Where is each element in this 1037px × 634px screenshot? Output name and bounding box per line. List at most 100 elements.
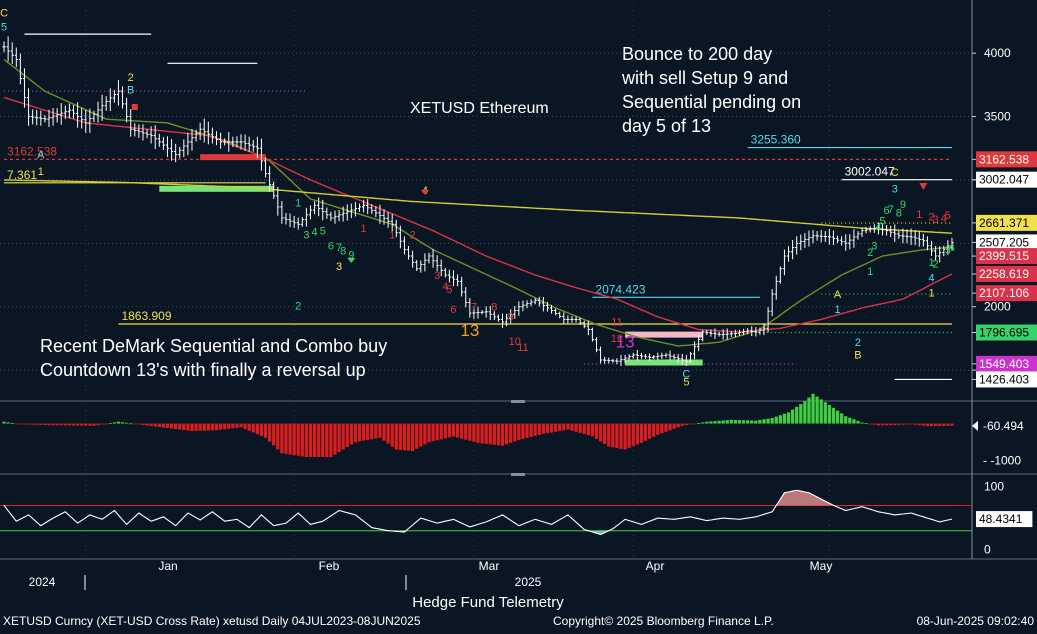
oscillator-bar: [525, 423, 529, 438]
oscillator-bar: [88, 423, 92, 426]
setup-band: [625, 359, 703, 366]
oscillator-bar: [390, 423, 394, 447]
oscillator-bar: [47, 423, 51, 426]
level-label: 1863.909: [121, 309, 171, 323]
oscillator-panel: [2, 393, 954, 457]
price-badge: 2107.106: [979, 286, 1029, 300]
oscillator-bar: [325, 423, 329, 457]
rsi-current-box: [976, 511, 1033, 528]
demark-count: 13: [460, 321, 479, 340]
oscillator-bar: [701, 422, 705, 424]
oscillator-bar: [455, 423, 460, 438]
oscillator-bar: [337, 423, 341, 453]
setup-bands: [159, 154, 703, 366]
price-badge: 1796.695: [979, 325, 1029, 339]
oscillator-bar: [116, 421, 121, 424]
oscillator-bar: [374, 423, 378, 439]
oscillator-bar: [145, 423, 149, 426]
oscillator-bar: [284, 423, 288, 454]
buy-arrow: [347, 258, 356, 263]
oscillator-bar: [647, 423, 652, 439]
oscillator-bar: [635, 423, 639, 445]
oscillator-bar: [484, 423, 488, 444]
oscillator-bar: [705, 421, 709, 424]
oscillator-bar: [206, 423, 210, 431]
panel-resize-handle: [511, 400, 525, 403]
oscillator-bar: [623, 423, 627, 450]
footer-center: Copyright© 2025 Bloomberg Finance L.P.: [553, 614, 774, 628]
oscillator-bar: [590, 423, 595, 437]
footer-left: XETUSD Curncy (XET-USD Cross Rate) xetus…: [3, 614, 421, 628]
oscillator-bar: [860, 422, 864, 424]
demark-count: B: [854, 350, 861, 362]
price-badge: 1426.403: [979, 372, 1029, 386]
oscillator-bar: [341, 423, 345, 450]
oscillator-bar: [782, 413, 787, 424]
oscillator-bar: [67, 423, 72, 426]
oscillator-bar: [897, 423, 901, 425]
oscillator-bar: [807, 397, 811, 424]
oscillator-bar: [913, 423, 917, 425]
oscillator-bar: [835, 410, 840, 424]
oscillator-bar: [917, 423, 921, 426]
oscillator-bar: [333, 423, 337, 455]
oscillator-bar: [880, 423, 885, 426]
oscillator-bar: [227, 423, 231, 429]
oscillator-bar: [410, 423, 415, 452]
oscillator-bar: [276, 423, 280, 450]
oscillator-bar: [292, 423, 296, 456]
oscillator-bar: [165, 423, 170, 429]
oscillator-bar: [884, 423, 889, 426]
oscillator-bar: [345, 423, 349, 448]
oscillator-bar: [210, 423, 215, 431]
oscillator-bar: [688, 423, 693, 425]
moving-average-100-day: [3, 96, 953, 333]
oscillator-bar: [263, 423, 268, 438]
demark-count: 9: [900, 199, 906, 211]
demark-count: 5: [879, 215, 885, 227]
panel-resize-handle: [511, 473, 525, 476]
oscillator-bar: [149, 423, 153, 427]
demark-count: 1: [916, 209, 922, 221]
rsi-current-label: 48.4341: [979, 512, 1023, 526]
demark-count: B: [127, 85, 134, 97]
demark-count: 6: [884, 205, 890, 217]
price-badge-box: [976, 371, 1037, 388]
oscillator-bar: [243, 423, 247, 430]
oscillator-bar: [124, 422, 129, 424]
oscillator-bar: [529, 423, 533, 437]
month-label: May: [810, 559, 833, 573]
demark-count: 3: [434, 270, 440, 282]
oscillator-bar: [472, 423, 476, 442]
oscillator-bar: [235, 423, 239, 428]
demark-count: 1: [295, 198, 301, 210]
oscillator-bar: [370, 423, 374, 440]
oscillator-bar: [468, 423, 472, 441]
footer-source: Hedge Fund Telemetry: [412, 594, 564, 611]
demark-count: 3: [871, 241, 877, 253]
oscillator-bar: [133, 423, 137, 425]
oscillator-bar: [75, 423, 80, 426]
demark-count: 3: [303, 229, 309, 241]
oscillator-bar: [901, 423, 905, 425]
oscillator-bar: [676, 423, 680, 428]
oscillator-bar: [59, 423, 63, 426]
oscillator-bar: [251, 423, 255, 433]
year-label: 2024: [29, 575, 56, 589]
demark-count: 2: [410, 229, 416, 241]
osc-current-label: -60.494: [983, 419, 1024, 433]
demark-count: A: [37, 149, 45, 161]
moving-averages: [3, 58, 953, 347]
price-badge-box: [976, 171, 1037, 188]
demark-count: 4: [928, 272, 934, 284]
oscillator-bar: [161, 423, 166, 428]
moving-average-200-day: [3, 179, 953, 234]
oscillator-bar: [321, 423, 325, 457]
oscillator-bar: [864, 423, 868, 424]
oscillator-bar: [255, 423, 259, 435]
oscillator-bar: [586, 423, 590, 436]
demark-count: 4: [949, 242, 955, 254]
demark-count: 2: [928, 212, 934, 224]
oscillator-bar: [423, 423, 427, 445]
